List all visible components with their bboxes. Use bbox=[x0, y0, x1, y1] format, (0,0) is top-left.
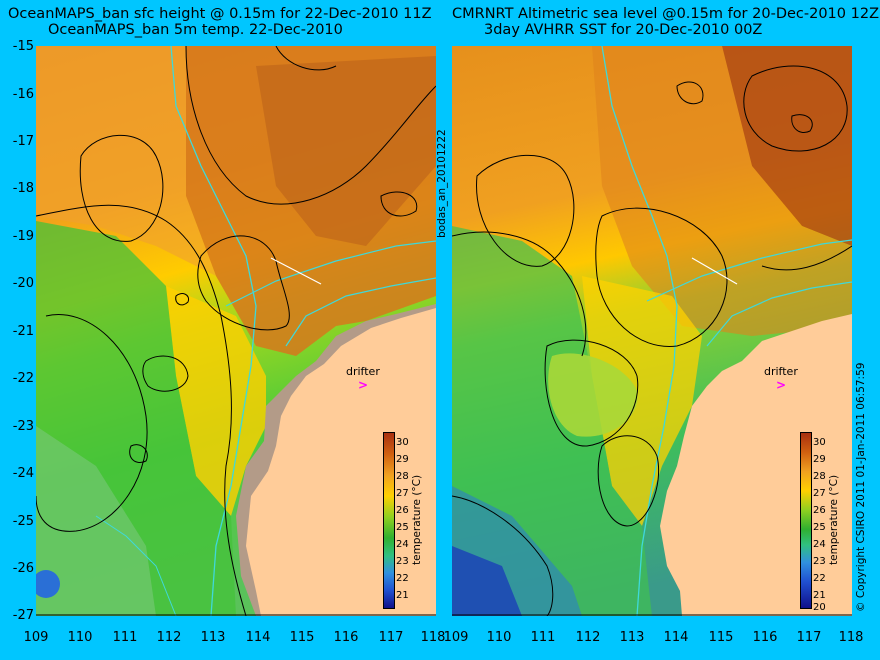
x-axis-label: 118 bbox=[420, 630, 446, 645]
left-colorbar-tick: 23 bbox=[396, 556, 409, 567]
right-colorbar-tick: 22 bbox=[813, 573, 826, 584]
right-colorbar-tick: 29 bbox=[813, 454, 826, 465]
left-colorbar bbox=[383, 432, 395, 609]
right-map-panel bbox=[452, 46, 852, 616]
left-colorbar-tick: 30 bbox=[396, 437, 409, 448]
x-axis-label: 109 bbox=[23, 630, 49, 645]
y-axis-label: -24 bbox=[12, 466, 34, 481]
left-colorbar-tick: 21 bbox=[396, 590, 409, 601]
right-colorbar-tick: 24 bbox=[813, 539, 826, 550]
y-axis-label: -25 bbox=[12, 514, 34, 529]
x-axis-label: 113 bbox=[200, 630, 226, 645]
right-colorbar-tick: 25 bbox=[813, 522, 826, 533]
y-axis-label: -27 bbox=[12, 608, 34, 623]
right-colorbar-tick: 28 bbox=[813, 471, 826, 482]
x-axis-label: 109 bbox=[443, 630, 469, 645]
y-axis-label: -23 bbox=[12, 419, 34, 434]
x-axis-label: 118 bbox=[838, 630, 864, 645]
y-axis-label: -26 bbox=[12, 561, 34, 576]
right-panel-title-line2: 3day AVHRR SST for 20-Dec-2010 00Z bbox=[484, 22, 763, 38]
left-map-panel bbox=[36, 46, 436, 616]
left-colorbar-tick: 22 bbox=[396, 573, 409, 584]
right-colorbar-tick: 26 bbox=[813, 505, 826, 516]
y-axis-label: -20 bbox=[12, 276, 34, 291]
right-colorbar-tick: 30 bbox=[813, 437, 826, 448]
left-colorbar-tick: 28 bbox=[396, 471, 409, 482]
x-axis-label: 110 bbox=[67, 630, 93, 645]
x-axis-label: 114 bbox=[245, 630, 271, 645]
y-axis-label: -15 bbox=[12, 39, 34, 54]
right-colorbar-tick: 23 bbox=[813, 556, 826, 567]
x-axis-label: 110 bbox=[486, 630, 512, 645]
left-drifter-label: drifter bbox=[346, 365, 380, 378]
copyright-text: © Copyright CSIRO 2011 01-Jan-2011 06:57… bbox=[855, 362, 867, 612]
right-colorbar-tick: 21 bbox=[813, 590, 826, 601]
right-map bbox=[452, 46, 852, 616]
right-colorbar-tick: 27 bbox=[813, 488, 826, 499]
left-colorbar-tick: 24 bbox=[396, 539, 409, 550]
left-panel-title-line2: OceanMAPS_ban 5m temp. 22-Dec-2010 bbox=[48, 22, 343, 38]
x-axis-label: 116 bbox=[333, 630, 359, 645]
right-colorbar-tick: 20 bbox=[813, 602, 826, 613]
run-id-label: bodas_an_20101222 bbox=[436, 129, 448, 238]
right-colorbar-title: temperature (°C) bbox=[828, 474, 840, 565]
x-axis-label: 113 bbox=[619, 630, 645, 645]
y-axis-label: -21 bbox=[12, 324, 34, 339]
left-colorbar-tick: 29 bbox=[396, 454, 409, 465]
right-drifter-marker: > bbox=[776, 378, 787, 392]
right-panel-title-line1: CMRNRT Altimetric sea level @0.15m for 2… bbox=[452, 6, 879, 22]
left-colorbar-tick: 26 bbox=[396, 505, 409, 516]
left-colorbar-title: temperature (°C) bbox=[411, 474, 423, 565]
x-axis-label: 115 bbox=[289, 630, 315, 645]
left-panel-title-line1: OceanMAPS_ban sfc height @ 0.15m for 22-… bbox=[8, 6, 432, 22]
y-axis-label: -16 bbox=[12, 87, 34, 102]
x-axis-label: 112 bbox=[575, 630, 601, 645]
y-axis-label: -18 bbox=[12, 181, 34, 196]
right-drifter-label: drifter bbox=[764, 365, 798, 378]
x-axis-label: 117 bbox=[796, 630, 822, 645]
y-axis-label: -19 bbox=[12, 229, 34, 244]
left-colorbar-tick: 25 bbox=[396, 522, 409, 533]
left-colorbar-tick: 27 bbox=[396, 488, 409, 499]
y-axis-label: -17 bbox=[12, 134, 34, 149]
y-axis-label: -22 bbox=[12, 371, 34, 386]
x-axis-label: 114 bbox=[663, 630, 689, 645]
x-axis-label: 116 bbox=[752, 630, 778, 645]
x-axis-label: 111 bbox=[112, 630, 138, 645]
x-axis-label: 112 bbox=[156, 630, 182, 645]
x-axis-label: 117 bbox=[378, 630, 404, 645]
x-axis-label: 111 bbox=[530, 630, 556, 645]
right-colorbar bbox=[800, 432, 812, 609]
left-map bbox=[36, 46, 436, 616]
x-axis-label: 115 bbox=[708, 630, 734, 645]
left-drifter-marker: > bbox=[358, 378, 369, 392]
